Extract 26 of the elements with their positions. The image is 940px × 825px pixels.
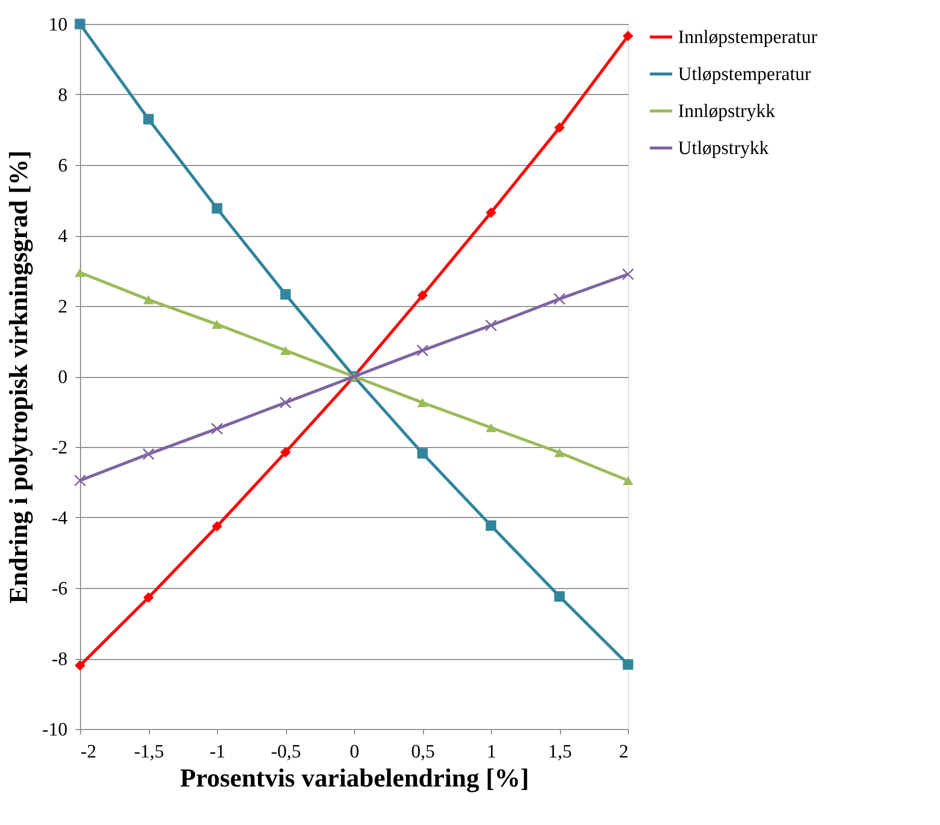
x-tick-label: -2	[80, 742, 96, 762]
legend-label: Utløpstrykk	[678, 138, 770, 159]
y-tick-label: 8	[58, 85, 68, 106]
x-tick-label: 1	[486, 742, 496, 762]
legend-label: Innløpstemperatur	[678, 27, 818, 48]
x-tick-label: -0,5	[270, 742, 302, 762]
x-tick-label: 0,5	[411, 742, 435, 762]
x-tick-label: 1,5	[548, 742, 572, 762]
x-tick-label: -1	[210, 742, 226, 762]
y-tick-label: 6	[58, 156, 68, 176]
y-tick-label: 2	[58, 296, 68, 318]
x-tick-label: -1,5	[134, 742, 164, 762]
legend-label: Innløpstrykk	[678, 101, 776, 122]
x-axis-title: Prosentvis variabelendring [%]	[180, 764, 530, 792]
y-tick-label: -6	[52, 578, 68, 600]
legend-label: Utløpstemperatur	[678, 64, 812, 85]
x-tick-label: 2	[619, 742, 628, 762]
y-tick-label: 4	[58, 226, 68, 247]
y-tick-label: 0	[58, 367, 68, 388]
y-tick-label: -10	[42, 720, 68, 740]
y-tick-label: 10	[48, 14, 68, 36]
y-tick-label: -2	[52, 438, 68, 458]
x-tick-label: 0	[350, 742, 360, 762]
y-tick-label: -8	[52, 649, 68, 670]
y-axis-title: Endring i polytropisk virkningsgrad [%]	[4, 150, 34, 604]
y-tick-label: -4	[52, 508, 68, 529]
